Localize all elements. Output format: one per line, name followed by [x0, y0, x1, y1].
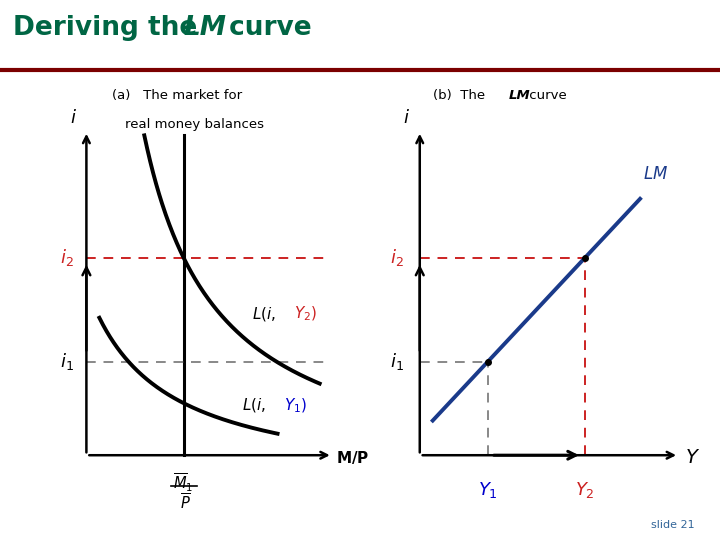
Text: $i_2$: $i_2$: [60, 247, 74, 268]
Text: (a)   The market for: (a) The market for: [112, 89, 243, 102]
Text: $Y_1$: $Y_1$: [478, 480, 498, 500]
Text: $L(i,$: $L(i,$: [251, 305, 276, 323]
Text: LM: LM: [184, 15, 227, 40]
Text: curve: curve: [220, 15, 311, 40]
Text: $i_1$: $i_1$: [60, 351, 74, 372]
Text: $\mathbf{M/P}$: $\mathbf{M/P}$: [336, 449, 369, 466]
Text: Deriving the: Deriving the: [13, 15, 207, 40]
Text: LM: LM: [509, 89, 531, 102]
Text: $i_1$: $i_1$: [390, 351, 404, 372]
Text: $Y_2)$: $Y_2)$: [294, 305, 317, 323]
Text: $\mathit{Y}$: $\mathit{Y}$: [685, 448, 701, 467]
Text: $i$: $i$: [403, 109, 410, 127]
Text: curve: curve: [525, 89, 567, 102]
Text: $L(i,$: $L(i,$: [242, 396, 266, 414]
Text: (b)  The: (b) The: [433, 89, 489, 102]
Text: $LM$: $LM$: [644, 165, 668, 183]
Text: $i_2$: $i_2$: [390, 247, 404, 268]
Text: $Y_1)$: $Y_1)$: [284, 396, 307, 415]
Text: slide 21: slide 21: [651, 520, 695, 530]
Text: $\overline{M}_1$: $\overline{M}_1$: [174, 472, 194, 494]
Text: $i$: $i$: [70, 109, 77, 127]
Text: real money balances: real money balances: [125, 118, 264, 131]
Text: $Y_2$: $Y_2$: [575, 480, 595, 500]
Text: $\overline{P}$: $\overline{P}$: [180, 492, 191, 513]
